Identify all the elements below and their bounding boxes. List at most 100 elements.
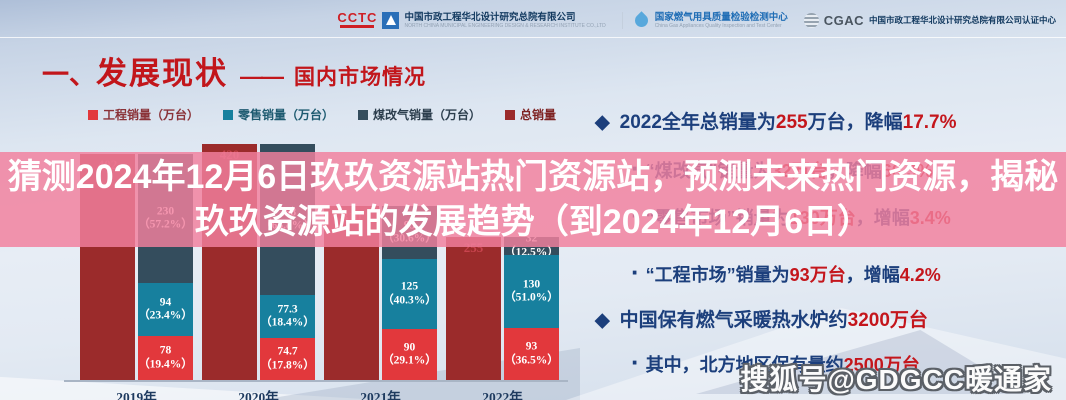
institute-logo-icon	[382, 11, 400, 29]
x-axis-label: 2020年	[238, 390, 279, 400]
institute-name: 中国市政工程华北设计研究总院有限公司	[404, 11, 576, 23]
legend-label: 工程销量（万台）	[103, 108, 200, 122]
segment-label: 93 （36.5%）	[504, 341, 559, 368]
cgac-logo-text: CGAC	[823, 12, 864, 28]
bullet-text: 3200万台	[847, 310, 928, 331]
segment-pct: （40.3%）	[382, 294, 437, 306]
stack-segment: 78 （19.4%）	[138, 336, 193, 380]
cctc-logo: CCTC	[337, 10, 378, 28]
bullet-text: “工程市场”销量为	[645, 265, 790, 285]
logo-gas-test-center: 国家燃气用具质量检验检测中心 China Gas Appliances Qual…	[621, 10, 788, 30]
bullet-item: · 其中，北方地区保有量约2500万台	[631, 349, 920, 377]
legend-item: 零售销量（万台）	[223, 106, 334, 123]
x-axis-label: 2021年	[360, 390, 401, 400]
gas-center-name: 国家燃气用具质量检验检测中心	[654, 11, 788, 23]
page-title: 一、发展现状 —— 国内市场情况	[42, 48, 426, 93]
bullet-text: 17.7%	[902, 112, 957, 133]
segment-value: 77.3	[277, 303, 298, 315]
bullet-text: 万台，降幅	[807, 112, 903, 133]
segment-pct: （17.8%）	[260, 359, 315, 371]
logo-cgac: CGAC 中国市政工程华北设计研究总院有限公司认证中心	[803, 12, 1056, 28]
caption-text: 猜测2024年12月6日玖玖资源站热门资源站，预测未来热门资源，揭秘玖玖资源站的…	[7, 157, 1059, 241]
sales-bar-chart: 工程销量（万台） 零售销量（万台） 煤改气销量（万台） 总销量 40278（19.4%…	[60, 100, 568, 400]
chart-legend: 工程销量（万台） 零售销量（万台） 煤改气销量（万台） 总销量	[88, 106, 556, 123]
legend-label: 煤改气销量（万台）	[373, 108, 482, 122]
segment-value: 130	[522, 278, 541, 290]
stack-segment: 90 （29.1%）	[382, 329, 437, 380]
cgac-icon	[803, 12, 819, 28]
stack-segment: 77.3 （18.4%）	[260, 295, 315, 338]
bullet-item: ◆ 中国保有燃气采暖热水炉约3200万台	[595, 305, 928, 332]
logo-cctc: CCTC 中国市政工程华北设计研究总院有限公司 NORTH CHINA MUNI…	[337, 10, 606, 29]
sohu-watermark: 搜狐号@GDGCC暖通家	[740, 364, 1052, 395]
legend-swatch	[88, 109, 98, 120]
segment-value: 94	[159, 296, 172, 308]
droplet-icon	[631, 10, 651, 30]
header-divider	[0, 37, 1066, 38]
segment-label: 78 （19.4%）	[138, 345, 193, 372]
legend-item: 工程销量（万台）	[88, 106, 199, 123]
segment-pct: （12.5%）	[504, 246, 559, 255]
stack-segment: 93 （36.5%）	[504, 328, 559, 380]
segment-pct: （19.4%）	[138, 358, 193, 370]
legend-swatch	[223, 109, 234, 120]
segment-label: 125 （40.3%）	[382, 281, 437, 308]
title-dash: ——	[240, 63, 284, 89]
gas-center-name-en: China Gas Appliances Quality Inspection …	[654, 22, 782, 29]
stack-segment: 130 （51.0%）	[504, 255, 559, 328]
stack-segment: 94 （23.4%）	[138, 283, 193, 336]
x-axis-label: 2022年	[482, 390, 523, 400]
caption-overlay: 猜测2024年12月6日玖玖资源站热门资源站，预测未来热门资源，揭秘玖玖资源站的…	[0, 152, 1066, 247]
title-main: 发展现状	[96, 56, 228, 91]
cgac-center-name: 中国市政工程华北设计研究总院有限公司认证中心	[868, 14, 1056, 25]
legend-item: 煤改气销量（万台）	[358, 106, 481, 123]
stack-segment: 125 （40.3%）	[382, 259, 437, 329]
segment-label: 94 （23.4%）	[138, 296, 193, 323]
segment-label: 130 （51.0%）	[504, 278, 559, 305]
bullet-text: 其中，北方地区保有量约	[645, 355, 844, 375]
cctc-logo-text: CCTC	[337, 10, 378, 25]
segment-pct: （51.0%）	[504, 291, 559, 304]
legend-swatch	[358, 109, 369, 120]
title-sub: 国内市场情况	[294, 66, 426, 89]
legend-swatch	[505, 109, 516, 120]
segment-value: 93	[525, 340, 538, 353]
bullet-marker: ·	[631, 347, 640, 377]
legend-label: 总销量	[520, 108, 557, 122]
x-axis-line	[64, 380, 568, 382]
bullet-marker: ·	[631, 257, 640, 287]
bullet-item: ◆ 2022全年总销量为255万台，降幅17.7%	[595, 107, 957, 134]
bullet-text: 4.2%	[899, 265, 941, 285]
bullet-marker: ◆	[595, 310, 610, 331]
bullet-marker: ◆	[595, 112, 610, 133]
bullet-text: 255	[775, 112, 808, 133]
segment-label: 74.7 （17.8%）	[260, 346, 315, 373]
header-logos: CCTC 中国市政工程华北设计研究总院有限公司 NORTH CHINA MUNI…	[337, 5, 1056, 35]
segment-value: 90	[403, 341, 416, 353]
segment-value: 78	[159, 344, 172, 357]
bullet-text: 2500万台	[843, 355, 920, 375]
bullet-item: · “工程市场”销量为93万台，增幅4.2%	[631, 259, 941, 287]
segment-pct: （29.1%）	[382, 354, 437, 367]
bullet-text: ，增幅	[845, 265, 900, 285]
segment-label: 90 （29.1%）	[382, 341, 437, 368]
cctc-logo-underline	[340, 25, 375, 28]
institute-name-en: NORTH CHINA MUNICIPAL ENGINEERING DESIGN…	[404, 22, 606, 29]
segment-pct: （23.4%）	[138, 309, 193, 322]
segment-label: 77.3 （18.4%）	[260, 303, 315, 330]
stack-segment: 74.7 （17.8%）	[260, 338, 315, 380]
legend-item: 总销量	[505, 106, 556, 123]
segment-value: 74.7	[277, 345, 298, 358]
title-number: 一、	[42, 60, 96, 90]
x-axis-label: 2019年	[116, 390, 157, 400]
bullet-text: 93万台	[789, 265, 846, 285]
segment-pct: （18.4%）	[260, 316, 315, 329]
legend-label: 零售销量（万台）	[238, 108, 335, 122]
bullet-text: 2022全年总销量为	[619, 112, 776, 133]
segment-value: 125	[400, 280, 419, 293]
chart-plot: 40278（19.4%）94（23.4%）230（57.2%）2019年4207…	[60, 100, 568, 400]
segment-pct: （36.5%）	[504, 354, 559, 366]
total-bar	[446, 237, 501, 380]
bullet-text: 中国保有燃气采暖热水炉约	[619, 310, 848, 331]
